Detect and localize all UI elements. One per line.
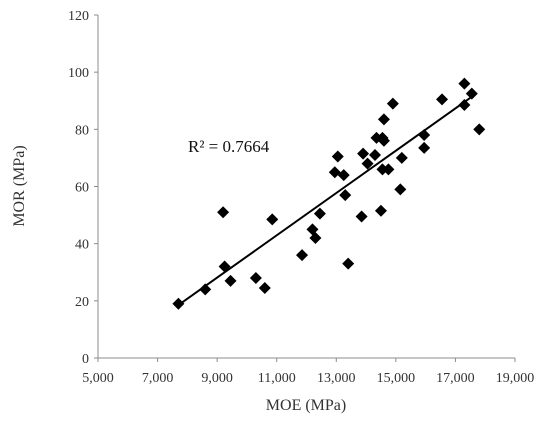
data-point xyxy=(355,210,368,223)
data-point xyxy=(342,257,355,270)
x-tick-label: 5,000 xyxy=(82,371,114,386)
y-tick-label: 60 xyxy=(75,181,89,196)
y-tick-label: 100 xyxy=(68,66,89,81)
data-point xyxy=(313,207,326,220)
y-tick-label: 0 xyxy=(82,352,89,367)
y-tick-label: 40 xyxy=(75,238,89,253)
data-point xyxy=(337,169,350,182)
data-point xyxy=(458,77,471,90)
y-axis-title: MOR (MPa) xyxy=(11,145,28,226)
x-axis-title: MOE (MPa) xyxy=(266,397,346,414)
x-tick-labels: 5,000 7,000 9,000 11,000 13,000 15,000 17,000 1… xyxy=(82,358,534,386)
data-point xyxy=(465,87,478,100)
data-point xyxy=(418,129,431,142)
data-point xyxy=(395,151,408,164)
data-point xyxy=(386,97,399,110)
data-point xyxy=(296,249,309,262)
x-tick-label: 7,000 xyxy=(142,371,174,386)
data-point xyxy=(458,99,471,112)
data-point xyxy=(394,183,407,196)
data-point xyxy=(218,260,231,273)
data-point xyxy=(339,189,352,202)
x-tick-label: 19,000 xyxy=(496,371,535,386)
data-points xyxy=(172,77,486,310)
data-point xyxy=(309,231,322,244)
x-tick-label: 13,000 xyxy=(317,371,356,386)
data-point xyxy=(258,281,271,294)
data-point xyxy=(374,204,387,217)
data-point xyxy=(249,271,262,284)
data-point xyxy=(328,166,341,179)
data-point xyxy=(217,206,230,219)
data-point xyxy=(266,213,279,226)
data-point xyxy=(436,93,449,106)
y-tick-label: 80 xyxy=(75,123,89,138)
x-tick-label: 9,000 xyxy=(201,371,233,386)
data-point xyxy=(361,157,374,170)
data-point xyxy=(357,147,370,160)
y-tick-label: 20 xyxy=(75,295,89,310)
data-point xyxy=(172,297,185,310)
data-point xyxy=(369,149,382,162)
data-point xyxy=(224,274,237,287)
data-point xyxy=(331,150,344,163)
x-tick-label: 11,000 xyxy=(258,371,296,386)
data-point xyxy=(199,283,212,296)
trendline xyxy=(177,92,477,306)
data-point xyxy=(418,141,431,154)
y-tick-labels: 0 20 40 60 80 100 120 xyxy=(68,9,98,367)
data-point xyxy=(377,113,390,126)
data-point xyxy=(377,134,390,147)
r-squared-annotation: R² = 0.7664 xyxy=(188,137,270,156)
plot-area xyxy=(97,15,515,359)
x-tick-label: 15,000 xyxy=(377,371,416,386)
data-point xyxy=(382,163,395,176)
x-tick-label: 17,000 xyxy=(436,371,475,386)
y-tick-label: 120 xyxy=(68,9,89,24)
data-point xyxy=(473,123,486,136)
